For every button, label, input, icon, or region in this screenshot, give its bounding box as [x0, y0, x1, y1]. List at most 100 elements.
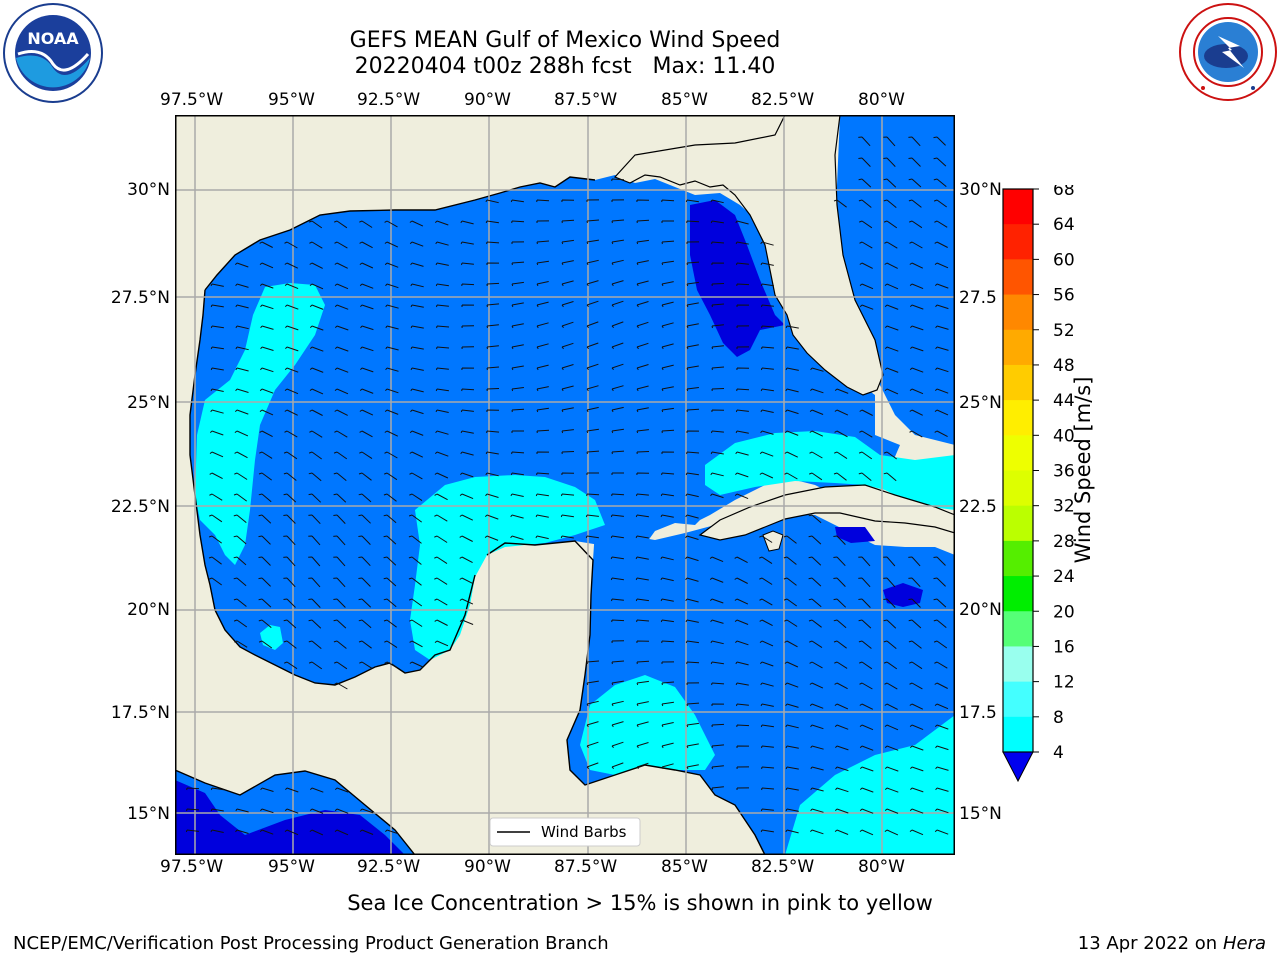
wind-barb	[883, 556, 896, 567]
wind-barb	[935, 766, 949, 771]
wind-barb	[858, 619, 872, 629]
wind-barb	[834, 808, 849, 814]
wind-barb	[360, 325, 374, 331]
colorbar-tick-label: 64	[1053, 215, 1075, 235]
wind-barb	[910, 766, 924, 772]
map-legend: Wind Barbs	[489, 817, 641, 847]
wind-barb	[833, 619, 847, 629]
wind-barb	[409, 220, 424, 227]
wind-barb	[485, 220, 499, 224]
wind-barb	[308, 472, 322, 482]
wind-barb	[711, 430, 724, 434]
wind-barb	[858, 598, 871, 608]
wind-barb	[460, 409, 474, 413]
wind-barb	[459, 577, 473, 584]
wind-barb	[284, 409, 298, 416]
wind-barb	[835, 766, 849, 772]
wind-barb	[259, 262, 274, 269]
wind-barb	[661, 640, 675, 644]
wind-barb	[711, 744, 725, 749]
wind-barb	[934, 703, 949, 710]
wind-barb	[859, 682, 873, 690]
wind-barb	[685, 640, 699, 644]
wind-barb	[234, 262, 249, 268]
wind-barb	[909, 262, 924, 269]
wind-barb	[883, 157, 896, 167]
wind-barb	[808, 556, 822, 566]
wind-barb	[334, 430, 348, 438]
wind-barbs	[185, 136, 949, 836]
wind-barb	[359, 241, 373, 249]
wind-barb	[710, 220, 724, 224]
wind-barb	[561, 199, 575, 203]
wind-barb	[358, 577, 371, 587]
wind-barb	[284, 262, 299, 269]
wind-barb	[359, 283, 374, 289]
lat-label-right: 20°N	[959, 600, 1002, 620]
wind-barb	[259, 430, 273, 438]
wind-barb	[260, 325, 274, 330]
wind-barb	[810, 724, 824, 730]
wind-barb	[586, 300, 599, 308]
wind-barb	[711, 703, 725, 706]
wind-barb	[810, 745, 824, 750]
wind-barb	[933, 577, 946, 587]
wind-barb	[333, 556, 346, 567]
wind-barb	[235, 325, 249, 330]
wind-barb	[883, 472, 897, 482]
wind-barb	[834, 388, 849, 394]
colorbar-tick-label: 60	[1053, 250, 1075, 270]
lat-label-right: 25°N	[959, 393, 1002, 413]
wind-barb	[611, 741, 624, 749]
wind-barb	[859, 787, 874, 793]
wind-barb	[884, 787, 899, 793]
wind-zone-below-4	[690, 200, 785, 357]
wind-barb	[858, 178, 872, 188]
wind-barb	[686, 451, 700, 455]
wind-barb	[709, 598, 724, 604]
wind-barb	[258, 556, 271, 566]
wind-barb	[934, 409, 949, 416]
wind-barb	[208, 535, 222, 544]
wind-barb	[859, 829, 874, 836]
wind-barb	[783, 535, 797, 544]
wind-barb	[434, 598, 448, 606]
wind-barb	[884, 703, 898, 710]
wind-barb	[536, 260, 549, 266]
wind-barb	[384, 640, 398, 649]
wind-barb	[308, 619, 322, 629]
wind-barb	[636, 472, 650, 476]
wind-barb	[333, 535, 346, 546]
wind-barb	[308, 661, 323, 670]
colorbar-tick-label: 40	[1053, 426, 1075, 446]
wind-barb	[935, 325, 949, 330]
colorbar-band	[1003, 329, 1033, 366]
wind-barb	[308, 640, 322, 649]
wind-barb	[884, 346, 899, 352]
wind-barb	[536, 322, 549, 329]
wind-barb	[410, 283, 424, 288]
wind-barb	[535, 493, 549, 497]
wind-barb	[635, 598, 649, 602]
wind-barb	[409, 241, 424, 247]
wind-barb	[736, 787, 750, 790]
isla-de-la-juventud	[762, 530, 784, 552]
colorbar-band	[1003, 505, 1033, 542]
wind-barb	[511, 261, 525, 266]
wind-barb	[884, 241, 898, 249]
wind-barb	[859, 661, 873, 670]
wind-barb	[859, 304, 874, 310]
wind-barb	[358, 598, 372, 608]
wind-barb	[883, 199, 897, 208]
colorbar-tick-label: 68	[1053, 185, 1075, 200]
lat-label-left: 30°N	[127, 180, 170, 200]
wind-barb	[736, 745, 750, 748]
wind-barb	[334, 241, 348, 249]
wind-barb	[661, 260, 674, 266]
wind-barb	[611, 450, 625, 455]
colorbar-band	[1003, 681, 1033, 718]
sea-ice-note: Sea Ice Concentration > 15% is shown in …	[347, 891, 933, 915]
wind-barb	[309, 346, 324, 352]
wind-barb	[685, 493, 699, 498]
wind-barb	[409, 472, 423, 480]
